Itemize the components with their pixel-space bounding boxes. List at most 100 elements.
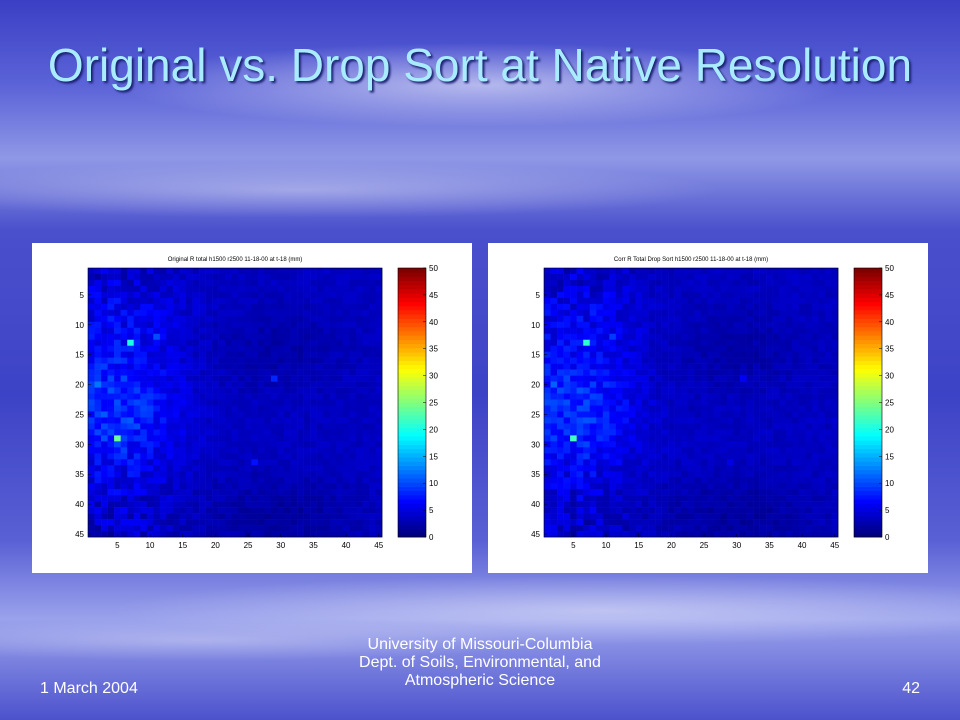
heatmap-cell <box>668 279 675 287</box>
heatmap-cell <box>550 285 558 293</box>
heatmap-cell <box>648 531 656 538</box>
heatmap-cell <box>362 471 370 478</box>
heatmap-cell <box>648 429 656 436</box>
heatmap-cell <box>238 381 246 388</box>
heatmap-cell <box>785 513 793 520</box>
heatmap-cell <box>570 279 577 287</box>
heatmap-cell <box>205 411 213 418</box>
heatmap-cell <box>811 453 819 460</box>
heatmap-cell <box>323 411 331 418</box>
heatmap-cell <box>88 321 95 329</box>
heatmap-cell <box>792 399 800 406</box>
heatmap-cell <box>583 273 591 281</box>
heatmap-cell <box>205 477 213 484</box>
colorbar-segment <box>398 532 426 538</box>
heatmap-cell <box>270 315 278 323</box>
heatmap-cell <box>218 381 226 388</box>
heatmap-cell <box>349 369 357 376</box>
heatmap-cell <box>805 369 813 376</box>
heatmap-cell <box>336 369 344 376</box>
heatmap-cell <box>88 279 95 287</box>
heatmap-cell <box>336 441 344 448</box>
heatmap-cell <box>303 393 311 400</box>
heatmap-cell <box>107 315 115 323</box>
heatmap-cell <box>583 417 591 424</box>
heatmap-cell <box>297 465 304 472</box>
heatmap-cell <box>270 465 278 472</box>
heatmap-cell <box>231 351 239 358</box>
heatmap-cell <box>779 465 787 472</box>
heatmap-cell <box>557 327 564 335</box>
heatmap-cell <box>602 411 610 418</box>
heatmap-cell <box>251 321 259 329</box>
heatmap-cell <box>166 453 174 460</box>
heatmap-cell <box>720 471 728 478</box>
heatmap-cell <box>818 513 826 520</box>
heatmap-cell <box>107 381 115 388</box>
heatmap-cell <box>733 387 741 394</box>
heatmap-cell <box>336 453 344 460</box>
x-tick-label: 35 <box>765 541 774 550</box>
heatmap-cell <box>609 459 617 466</box>
heatmap-cell <box>779 315 787 323</box>
heatmap-cell <box>798 453 806 460</box>
heatmap-cell <box>557 333 564 341</box>
heatmap-cell <box>88 297 95 305</box>
heatmap-cell <box>251 279 259 287</box>
heatmap-cell <box>199 465 206 472</box>
heatmap-cell <box>779 447 787 454</box>
heatmap-cell <box>596 351 604 358</box>
heatmap-cell <box>179 351 187 358</box>
heatmap-cell <box>615 357 623 364</box>
heatmap-cell <box>323 531 331 538</box>
heatmap-cell <box>615 285 623 293</box>
heatmap-cell <box>615 525 623 532</box>
heatmap-cell <box>277 519 285 526</box>
heatmap-cell <box>186 507 193 514</box>
heatmap-cell <box>544 339 551 347</box>
heatmap-cell <box>316 483 324 490</box>
heatmap-cell <box>218 417 226 424</box>
heatmap-cell <box>792 453 800 460</box>
heatmap-cell <box>766 417 773 424</box>
heatmap-cell <box>576 351 584 358</box>
heatmap-cell <box>218 495 226 502</box>
heatmap-cell <box>146 285 154 293</box>
heatmap-cell <box>550 363 558 370</box>
heatmap-cell <box>342 381 350 388</box>
heatmap-cell <box>133 291 141 299</box>
colorbar-tick-label: 40 <box>429 318 438 327</box>
heatmap-cell <box>199 345 206 352</box>
heatmap-cell <box>101 531 108 538</box>
heatmap-cell <box>199 381 206 388</box>
heatmap-cell <box>172 381 180 388</box>
heatmap-cell <box>642 309 649 317</box>
heatmap-cell <box>264 291 272 299</box>
heatmap-cell <box>831 333 839 341</box>
colorbar-segment <box>398 448 426 454</box>
heatmap-cell <box>375 339 383 347</box>
heatmap-cell <box>290 471 298 478</box>
heatmap-cell <box>694 525 702 532</box>
heatmap-cell <box>179 483 187 490</box>
heatmap-cell <box>120 525 128 532</box>
heatmap-cell <box>218 315 226 323</box>
heatmap-cell <box>740 471 747 478</box>
heatmap-cell <box>733 381 741 388</box>
heatmap-cell <box>336 291 344 299</box>
heatmap-cell <box>375 519 383 526</box>
heatmap-cell <box>805 297 813 305</box>
heatmap-cell <box>557 519 564 526</box>
heatmap-cell <box>622 387 630 394</box>
heatmap-cell <box>713 417 721 424</box>
heatmap-cell <box>570 441 577 448</box>
heatmap-cell <box>114 519 121 526</box>
heatmap-cell <box>323 291 331 299</box>
heatmap-cell <box>172 387 180 394</box>
heatmap-cell <box>114 291 121 299</box>
heatmap-cell <box>753 453 760 460</box>
heatmap-cell <box>316 411 324 418</box>
heatmap-cell <box>270 501 278 508</box>
heatmap-cell <box>140 321 148 329</box>
heatmap-cell <box>120 435 128 442</box>
